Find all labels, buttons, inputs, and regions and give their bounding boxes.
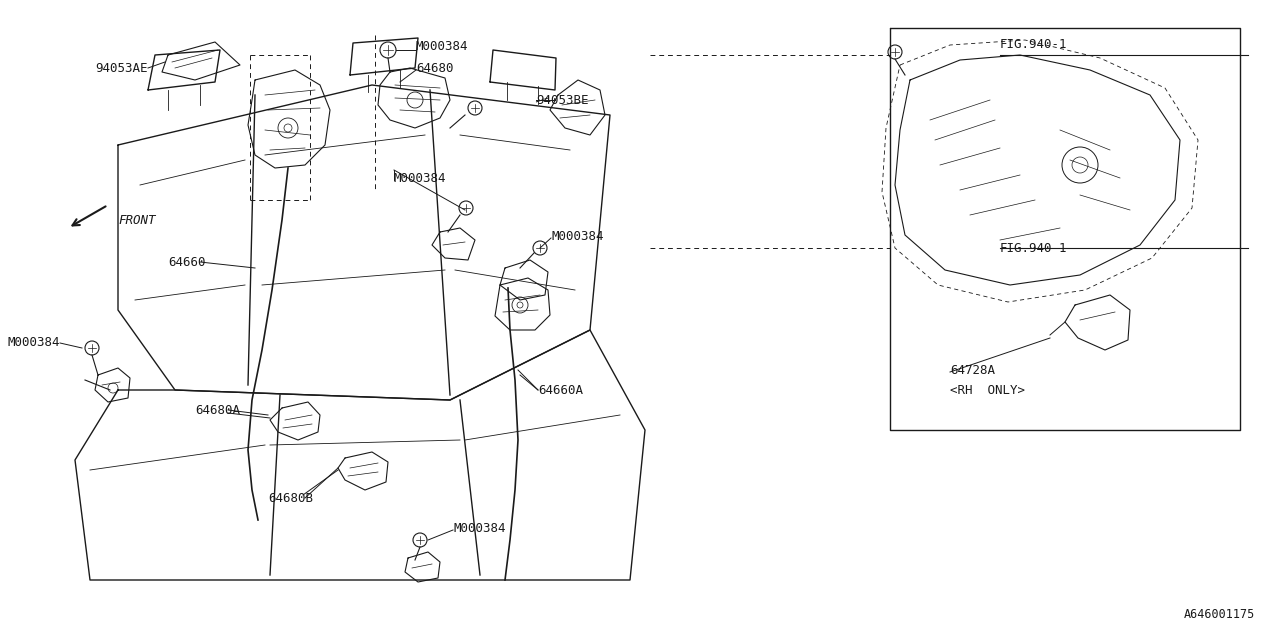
Text: M000384: M000384 [550,230,603,243]
Text: 64680B: 64680B [268,492,314,504]
Text: 64680: 64680 [416,61,453,74]
Text: FIG.940-1: FIG.940-1 [1000,38,1068,51]
Text: <RH  ONLY>: <RH ONLY> [950,383,1025,397]
Text: M000384: M000384 [453,522,506,534]
Text: FRONT: FRONT [118,214,155,227]
Text: M000384: M000384 [8,337,60,349]
Text: FIG.940-1: FIG.940-1 [1000,241,1068,255]
Text: M000384: M000384 [394,172,447,184]
Text: 64728A: 64728A [950,364,995,376]
Text: 64660A: 64660A [538,383,582,397]
Text: 94053AE: 94053AE [96,61,148,74]
Text: 94053BE: 94053BE [536,93,589,106]
Text: 64660: 64660 [168,255,206,269]
Text: 64680A: 64680A [195,403,241,417]
Text: A646001175: A646001175 [1184,609,1254,621]
Text: M000384: M000384 [416,40,468,54]
